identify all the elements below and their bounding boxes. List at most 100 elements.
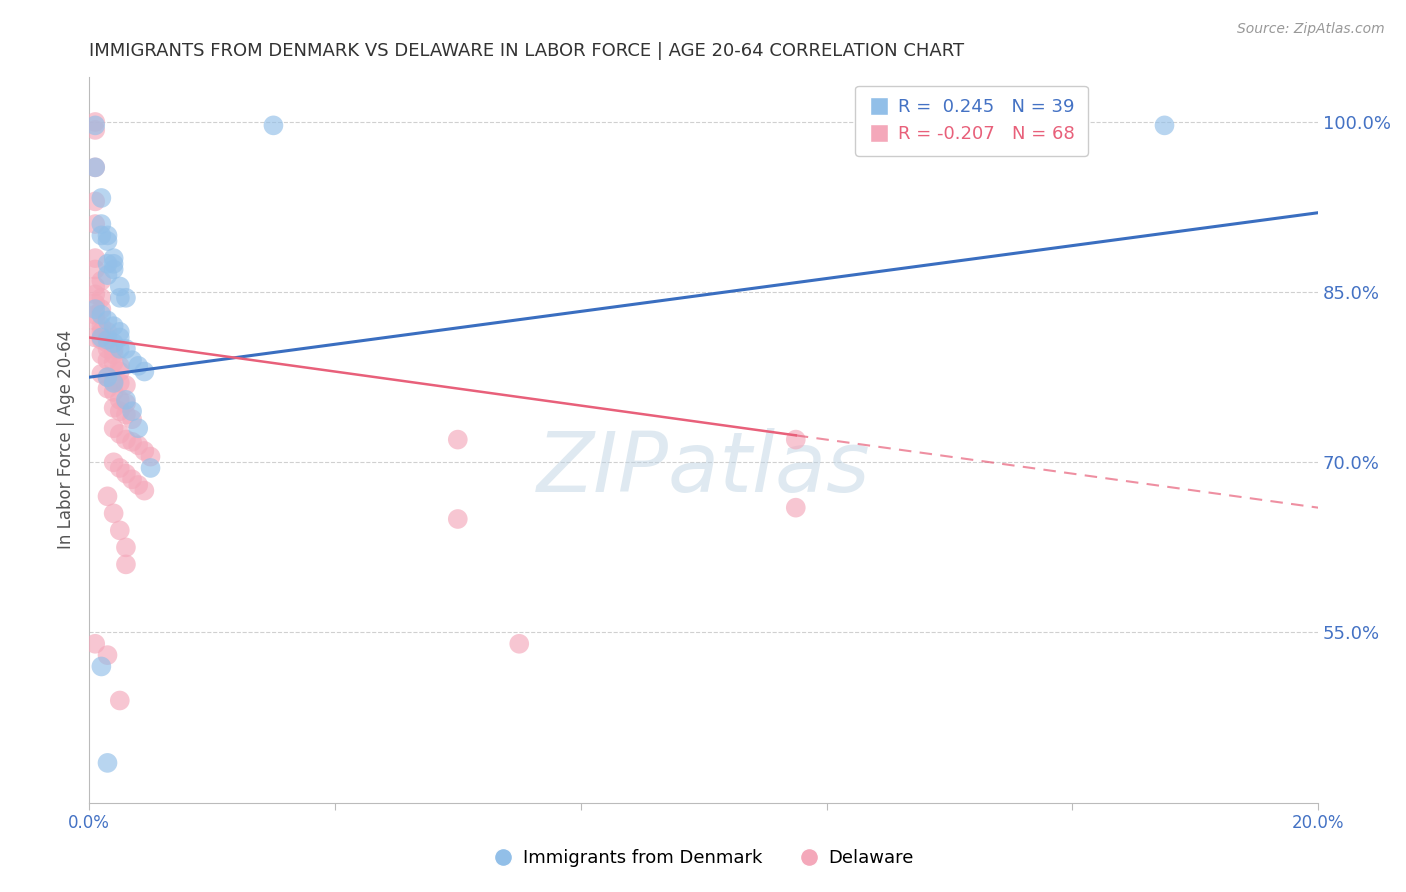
Point xyxy=(108,524,131,538)
Point xyxy=(108,342,131,356)
Point xyxy=(84,115,107,129)
Point xyxy=(262,119,284,133)
Point xyxy=(90,333,112,347)
Point xyxy=(96,342,118,356)
Point xyxy=(108,426,131,441)
Point xyxy=(96,313,118,327)
Point xyxy=(108,392,131,407)
Point xyxy=(127,478,149,492)
Point xyxy=(134,365,156,379)
Point xyxy=(134,483,156,498)
Point xyxy=(108,330,131,344)
Point xyxy=(115,433,138,447)
Point xyxy=(121,353,143,368)
Point xyxy=(103,384,125,399)
Point xyxy=(84,262,107,277)
Point xyxy=(1153,119,1175,133)
Point xyxy=(96,330,118,344)
Point xyxy=(103,251,125,265)
Point xyxy=(108,291,131,305)
Point xyxy=(785,433,807,447)
Point xyxy=(447,433,470,447)
Point xyxy=(96,325,118,339)
Point xyxy=(139,461,162,475)
Point xyxy=(127,421,149,435)
Point xyxy=(508,637,530,651)
Point xyxy=(115,291,138,305)
Legend: R =  0.245   N = 39, R = -0.207   N = 68: R = 0.245 N = 39, R = -0.207 N = 68 xyxy=(855,86,1088,156)
Point xyxy=(103,455,125,469)
Point xyxy=(115,408,138,422)
Point xyxy=(127,359,149,373)
Point xyxy=(96,228,118,243)
Point xyxy=(96,336,118,351)
Point xyxy=(121,404,143,418)
Point xyxy=(115,558,138,572)
Point xyxy=(127,438,149,452)
Point xyxy=(115,541,138,555)
Point xyxy=(96,370,118,384)
Point xyxy=(103,506,125,520)
Point xyxy=(96,648,118,662)
Point xyxy=(103,347,125,361)
Point xyxy=(90,319,112,334)
Point xyxy=(103,376,125,390)
Point xyxy=(90,291,112,305)
Point xyxy=(115,396,138,410)
Point xyxy=(90,659,112,673)
Point xyxy=(96,382,118,396)
Point xyxy=(103,262,125,277)
Point xyxy=(84,217,107,231)
Point xyxy=(103,336,125,351)
Point xyxy=(103,342,125,356)
Point xyxy=(84,330,107,344)
Point xyxy=(96,756,118,770)
Point xyxy=(96,370,118,384)
Point xyxy=(115,378,138,392)
Point xyxy=(84,308,107,322)
Point xyxy=(84,313,107,327)
Point xyxy=(785,500,807,515)
Point xyxy=(84,123,107,137)
Point xyxy=(103,421,125,435)
Point xyxy=(121,472,143,486)
Point xyxy=(84,161,107,175)
Point xyxy=(134,444,156,458)
Point xyxy=(84,287,107,301)
Point xyxy=(84,161,107,175)
Point xyxy=(121,434,143,449)
Point xyxy=(90,217,112,231)
Point xyxy=(96,268,118,282)
Point xyxy=(90,347,112,361)
Text: IMMIGRANTS FROM DENMARK VS DELAWARE IN LABOR FORCE | AGE 20-64 CORRELATION CHART: IMMIGRANTS FROM DENMARK VS DELAWARE IN L… xyxy=(89,42,965,60)
Point xyxy=(84,279,107,293)
Point xyxy=(103,355,125,369)
Text: Source: ZipAtlas.com: Source: ZipAtlas.com xyxy=(1237,22,1385,37)
Point xyxy=(103,319,125,334)
Point xyxy=(96,333,118,347)
Point xyxy=(121,412,143,426)
Point xyxy=(90,191,112,205)
Point xyxy=(108,693,131,707)
Point xyxy=(90,302,112,317)
Point xyxy=(108,325,131,339)
Point xyxy=(103,401,125,415)
Point xyxy=(115,467,138,481)
Point xyxy=(84,302,107,317)
Point xyxy=(90,330,112,344)
Point xyxy=(108,279,131,293)
Point xyxy=(90,274,112,288)
Point xyxy=(108,359,131,373)
Point xyxy=(103,257,125,271)
Point xyxy=(84,251,107,265)
Point xyxy=(90,308,112,322)
Point xyxy=(115,392,138,407)
Legend: Immigrants from Denmark, Delaware: Immigrants from Denmark, Delaware xyxy=(485,842,921,874)
Point xyxy=(96,353,118,368)
Point xyxy=(96,489,118,503)
Point xyxy=(447,512,470,526)
Point xyxy=(103,374,125,388)
Point xyxy=(90,325,112,339)
Point xyxy=(108,461,131,475)
Point xyxy=(84,194,107,209)
